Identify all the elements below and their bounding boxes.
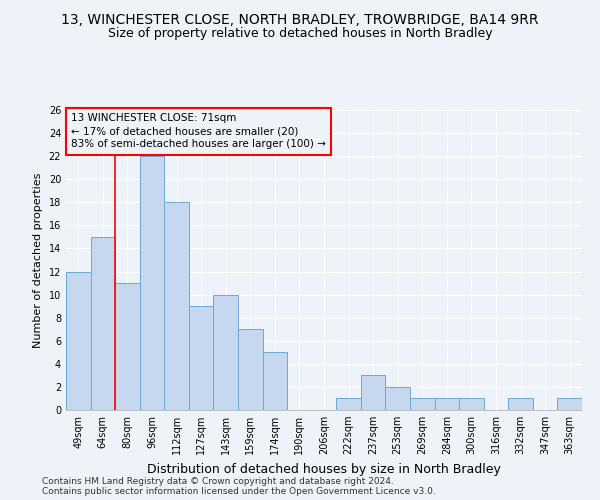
Bar — [115, 283, 140, 410]
Y-axis label: Number of detached properties: Number of detached properties — [33, 172, 43, 348]
Bar — [557, 398, 582, 410]
Bar — [459, 398, 484, 410]
Bar — [189, 306, 214, 410]
Bar — [164, 202, 189, 410]
Bar — [410, 398, 434, 410]
Bar — [66, 272, 91, 410]
Bar — [91, 237, 115, 410]
Bar — [508, 398, 533, 410]
Text: Contains public sector information licensed under the Open Government Licence v3: Contains public sector information licen… — [42, 487, 436, 496]
Bar — [238, 329, 263, 410]
Text: 13, WINCHESTER CLOSE, NORTH BRADLEY, TROWBRIDGE, BA14 9RR: 13, WINCHESTER CLOSE, NORTH BRADLEY, TRO… — [61, 12, 539, 26]
Bar — [263, 352, 287, 410]
X-axis label: Distribution of detached houses by size in North Bradley: Distribution of detached houses by size … — [147, 462, 501, 475]
Text: 13 WINCHESTER CLOSE: 71sqm
← 17% of detached houses are smaller (20)
83% of semi: 13 WINCHESTER CLOSE: 71sqm ← 17% of deta… — [71, 113, 326, 150]
Bar — [385, 387, 410, 410]
Bar — [214, 294, 238, 410]
Bar — [361, 376, 385, 410]
Text: Size of property relative to detached houses in North Bradley: Size of property relative to detached ho… — [107, 28, 493, 40]
Text: Contains HM Land Registry data © Crown copyright and database right 2024.: Contains HM Land Registry data © Crown c… — [42, 477, 394, 486]
Bar — [140, 156, 164, 410]
Bar — [434, 398, 459, 410]
Bar — [336, 398, 361, 410]
